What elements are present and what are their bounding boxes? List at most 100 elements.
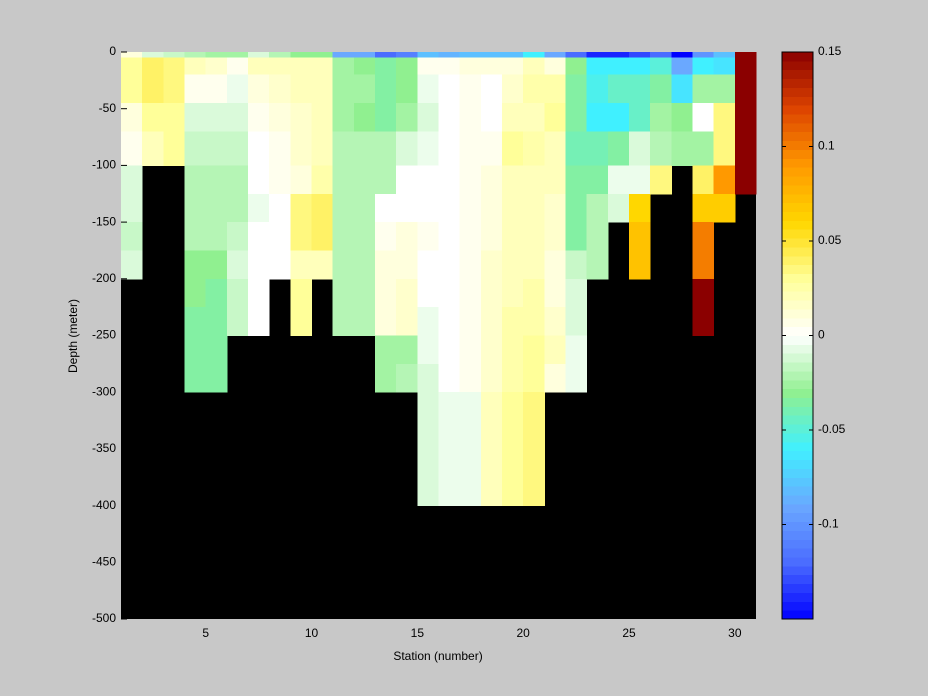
cell <box>480 392 503 422</box>
cell <box>375 307 397 336</box>
cell <box>523 335 545 365</box>
cell <box>184 74 207 104</box>
cell <box>502 278 524 308</box>
cell <box>417 57 439 76</box>
cell <box>565 363 588 393</box>
cell <box>205 57 228 76</box>
colorbar-band <box>782 220 813 230</box>
colorbar-band <box>782 52 813 62</box>
cell <box>502 57 524 76</box>
colorbar-band <box>782 238 813 248</box>
colorbar-band <box>782 78 813 88</box>
cell <box>459 52 482 59</box>
cell <box>586 250 609 280</box>
cell <box>332 74 355 104</box>
cell <box>121 193 143 223</box>
cell <box>226 74 249 104</box>
cell <box>713 193 736 223</box>
cell <box>502 52 524 59</box>
cell <box>480 222 503 251</box>
cell <box>353 222 376 251</box>
cell <box>205 307 228 336</box>
colorbar-band <box>782 122 813 133</box>
cell <box>226 250 249 280</box>
colorbar-band <box>782 503 813 514</box>
colorbar-band <box>782 96 813 106</box>
cell <box>692 52 715 59</box>
cell <box>523 222 545 251</box>
colorbar-tick-label: 0 <box>818 328 825 342</box>
cell <box>417 165 439 195</box>
colorbar-band <box>782 601 813 611</box>
cell <box>544 250 566 280</box>
cell <box>417 420 439 450</box>
cell <box>121 165 143 195</box>
colorbar-band <box>782 370 813 381</box>
y-tick-label: -150 <box>92 214 116 228</box>
colorbar-tick-label: 0.05 <box>818 233 842 247</box>
cell <box>142 57 164 76</box>
cell <box>226 193 249 223</box>
cell <box>459 165 482 195</box>
colorbar-tick-label: 0.15 <box>818 44 842 58</box>
cell <box>502 363 524 393</box>
cell <box>248 222 270 251</box>
cell <box>142 74 164 104</box>
cell <box>163 131 185 166</box>
colorbar-band <box>782 610 813 620</box>
cell <box>184 131 207 166</box>
cell <box>629 250 651 280</box>
cell <box>734 57 757 76</box>
cell <box>396 307 418 336</box>
colorbar-band <box>782 344 813 354</box>
cell <box>375 57 397 76</box>
colorbar-band <box>782 131 813 142</box>
cell <box>332 278 355 308</box>
colorbar-band <box>782 415 813 425</box>
cell <box>523 193 545 223</box>
cell <box>734 74 757 104</box>
cell <box>459 307 482 336</box>
cell <box>629 165 651 195</box>
cell <box>269 131 291 166</box>
cell <box>523 278 545 308</box>
colorbar-band <box>782 512 813 523</box>
cell <box>438 222 461 251</box>
cell <box>480 335 503 365</box>
cell <box>523 392 545 422</box>
cell <box>438 307 461 336</box>
colorbar-band <box>782 193 813 204</box>
colorbar-band <box>782 300 813 310</box>
cell <box>671 52 693 59</box>
cell <box>544 52 566 59</box>
x-tick-label: 15 <box>411 626 425 640</box>
colorbar-band <box>782 326 813 336</box>
cell <box>565 278 588 308</box>
cell <box>248 103 270 132</box>
cell <box>375 363 397 393</box>
cell <box>586 57 609 76</box>
cell <box>629 52 651 59</box>
cell <box>121 131 143 166</box>
cell <box>417 307 439 336</box>
cell <box>248 193 270 223</box>
x-tick-label: 5 <box>202 626 209 640</box>
colorbar-band <box>782 574 813 585</box>
cell <box>205 222 228 251</box>
y-tick-label: -300 <box>92 384 116 398</box>
cell <box>502 103 524 132</box>
cell <box>438 335 461 365</box>
cell <box>353 74 376 104</box>
cell <box>205 165 228 195</box>
cell <box>269 52 291 59</box>
cell <box>375 165 397 195</box>
cell <box>586 52 609 59</box>
colorbar-band <box>782 140 813 150</box>
cell <box>480 278 503 308</box>
cell <box>692 57 715 76</box>
cell <box>480 477 503 507</box>
cell <box>290 57 312 76</box>
cell <box>375 278 397 308</box>
cell <box>269 57 291 76</box>
cell <box>459 222 482 251</box>
